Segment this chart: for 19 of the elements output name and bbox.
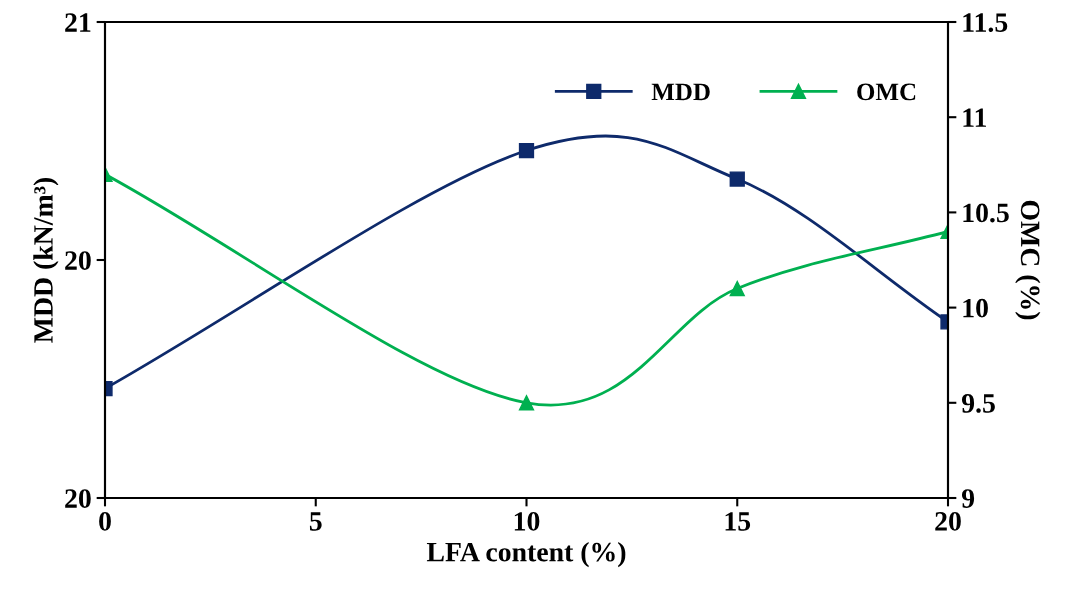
y-tick-label: 20: [65, 489, 91, 508]
x-axis-title: LFA content (%): [426, 541, 626, 568]
y2-axis-title: OMC (%): [1015, 200, 1041, 320]
x-tick-label: 15: [725, 512, 751, 531]
x-tick-label: 20: [935, 512, 961, 531]
x-tick-label: 5: [309, 512, 322, 531]
y2-tick-label: 11: [963, 108, 987, 127]
x-tick-label: 0: [99, 512, 111, 531]
legend-label: OMC: [857, 83, 916, 101]
y2-tick-label: 10: [963, 298, 988, 318]
y-tick-label: 20: [65, 251, 91, 270]
y-axis-title: MDD (kN/m³): [33, 177, 59, 343]
y-tick-label: 21: [65, 13, 91, 32]
legend-label: MDD: [651, 83, 710, 101]
y2-tick-label: 9.5: [961, 394, 995, 413]
x-tick-label: 10: [514, 512, 540, 531]
y2-tick-label: 10.5: [963, 203, 1009, 223]
y2-tick-label: 11.5: [963, 13, 1008, 33]
y2-tick-label: 9: [961, 489, 975, 508]
